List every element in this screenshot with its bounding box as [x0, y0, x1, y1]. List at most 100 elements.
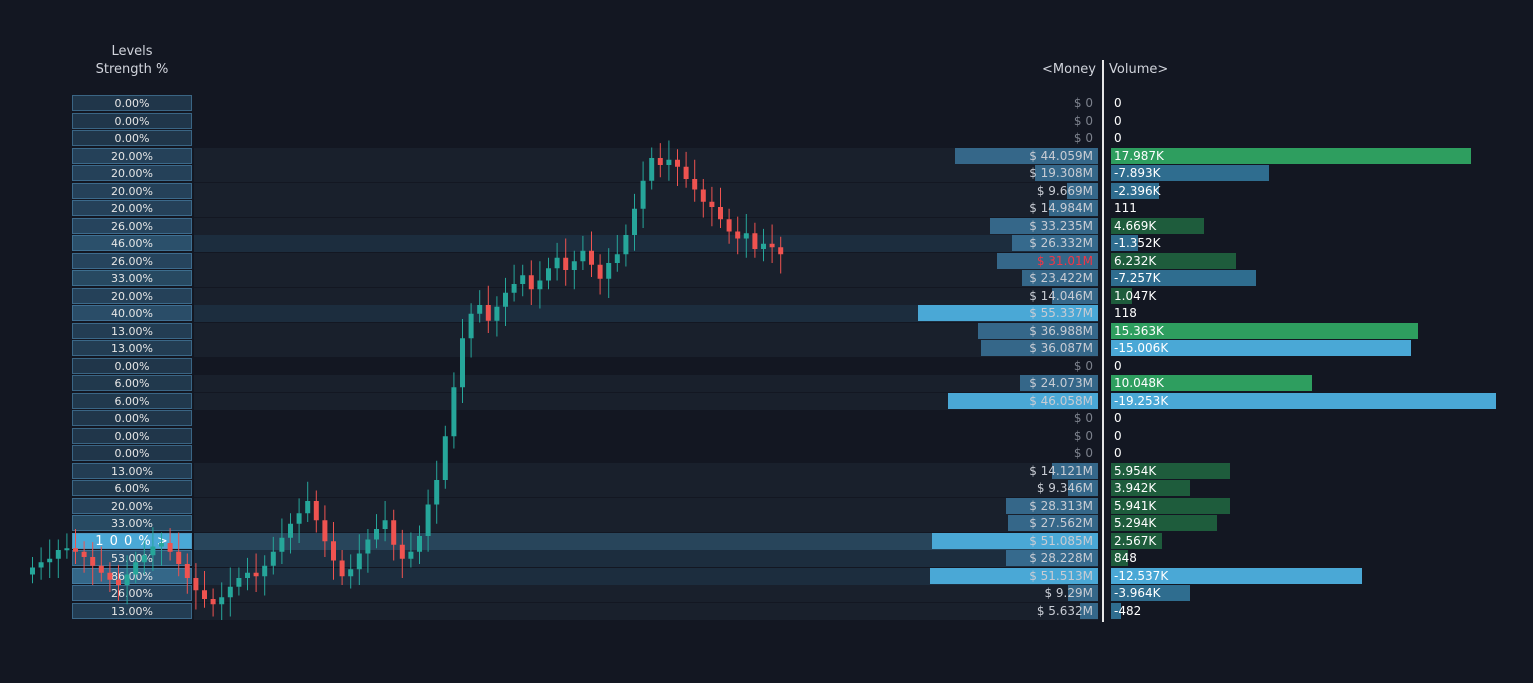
- candle-body: [339, 560, 345, 577]
- money-value: $ 36.988M: [1029, 324, 1093, 338]
- money-value: $ 31.01M: [1036, 254, 1093, 268]
- money-bar: [1049, 200, 1098, 216]
- strength-title: Strength %: [95, 62, 169, 77]
- candle-body: [116, 579, 121, 585]
- volume-value: 0: [1114, 411, 1122, 425]
- money-value: $ 46.058M: [1029, 394, 1093, 408]
- volume-bar: [1111, 498, 1230, 514]
- candle-body: [675, 159, 680, 167]
- candle-body: [528, 275, 534, 290]
- candle-body: [288, 523, 293, 538]
- candle-body: [442, 436, 448, 480]
- candle-body: [640, 180, 646, 209]
- money-bar: [1008, 515, 1098, 531]
- candle-body: [580, 250, 586, 262]
- level-row: 20.00% $ 14.046M 1.047K: [0, 288, 1533, 305]
- candle-body: [468, 313, 474, 339]
- money-bar: [1067, 480, 1098, 496]
- volume-bar: [1111, 218, 1205, 234]
- strength-cell: 26.00%: [72, 253, 192, 269]
- level-band: [194, 305, 1098, 322]
- candle-body: [554, 257, 560, 269]
- level-row: 20.00% $ 28.313M 5.941K: [0, 498, 1533, 515]
- candle-body: [30, 567, 35, 575]
- candle-body: [451, 387, 457, 437]
- level-row: 20.00% $ 44.059M 17.987K: [0, 148, 1533, 165]
- level-row: 0.00% $ 0 0: [0, 410, 1533, 427]
- candle-body: [279, 537, 285, 552]
- volume-bar: [1111, 323, 1419, 339]
- money-value: $ 9.669M: [1036, 184, 1093, 198]
- money-bar: [1005, 498, 1098, 514]
- volume-value: 0: [1114, 131, 1122, 145]
- candle-body: [485, 305, 491, 321]
- strength-cell: 0.00%: [72, 428, 192, 444]
- volume-bar: [1111, 148, 1471, 164]
- level-row: 46.00% $ 26.332M -1.352K: [0, 235, 1533, 252]
- candle-body: [236, 578, 242, 587]
- volume-value: -3.964K: [1114, 586, 1161, 600]
- level-band: [194, 288, 1098, 305]
- volume-value: 3.942K: [1114, 481, 1157, 495]
- candle-body: [606, 263, 612, 279]
- candle-body: [589, 250, 594, 265]
- strength-cell: 13.00%: [72, 463, 192, 479]
- level-row: 13.00% $ 5.632M -482: [0, 603, 1533, 620]
- volume-value: 5.294K: [1114, 516, 1157, 530]
- volume-value: 15.363K: [1114, 324, 1164, 338]
- candle-body: [55, 550, 61, 559]
- strength-cell: 0.00%: [72, 358, 192, 374]
- candle-body: [382, 520, 388, 529]
- volume-value: -7.893K: [1114, 166, 1161, 180]
- volume-bar: [1111, 463, 1231, 479]
- level-band: [194, 603, 1098, 620]
- candle-body: [563, 257, 569, 270]
- money-value: $ 26.332M: [1029, 236, 1093, 250]
- money-value: $ 0: [1073, 429, 1093, 443]
- volume-value: -19.253K: [1114, 394, 1169, 408]
- level-row: 0.00% $ 0 0: [0, 95, 1533, 112]
- money-header: <Money: [1042, 62, 1096, 77]
- candle-body: [159, 543, 164, 547]
- level-band: [194, 253, 1098, 270]
- volume-value: -7.257K: [1114, 271, 1161, 285]
- level-band: [194, 480, 1098, 497]
- candle-body: [227, 586, 233, 598]
- money-bar: [1035, 165, 1098, 181]
- strength-cell: 20.00%: [72, 498, 192, 514]
- strength-cell: 20.00%: [72, 165, 192, 181]
- level-row: 20.00% $ 9.669M -2.396K: [0, 183, 1533, 200]
- strength-cell: 13.00%: [72, 323, 192, 339]
- volume-bar: [1111, 165, 1269, 181]
- volume-bar: [1111, 375, 1312, 391]
- money-volume-divider: [1102, 60, 1104, 622]
- candle-body: [769, 243, 775, 248]
- level-band: [194, 200, 1098, 217]
- money-value: $ 0: [1073, 446, 1093, 460]
- volume-bar: [1111, 585, 1191, 601]
- candle-body: [683, 166, 689, 179]
- volume-bar: [1111, 235, 1139, 251]
- money-value: $ 28.313M: [1029, 499, 1093, 513]
- volume-value: 4.669K: [1114, 219, 1157, 233]
- money-value: $ 0: [1073, 96, 1093, 110]
- level-band: [194, 165, 1098, 182]
- candle-body: [571, 261, 577, 270]
- strength-cell: 0.00%: [72, 95, 192, 111]
- level-row: 0.00% $ 0 0: [0, 445, 1533, 462]
- money-bar: [997, 253, 1098, 269]
- candle-body: [253, 572, 259, 577]
- money-bar: [954, 148, 1098, 164]
- volume-value: 848: [1114, 551, 1137, 565]
- money-bar: [1021, 270, 1098, 286]
- money-bar: [989, 218, 1098, 234]
- money-value: $ 28.228M: [1029, 551, 1093, 565]
- candle-body: [90, 557, 96, 566]
- level-row: 26.00% $ 31.01M 6.232K: [0, 253, 1533, 270]
- candle-body: [64, 548, 70, 551]
- money-bar: [1019, 375, 1098, 391]
- money-value: $ 9.346M: [1036, 481, 1093, 495]
- level-band: [194, 183, 1098, 200]
- money-bar: [1052, 288, 1098, 304]
- strength-cell: 6.00%: [72, 393, 192, 409]
